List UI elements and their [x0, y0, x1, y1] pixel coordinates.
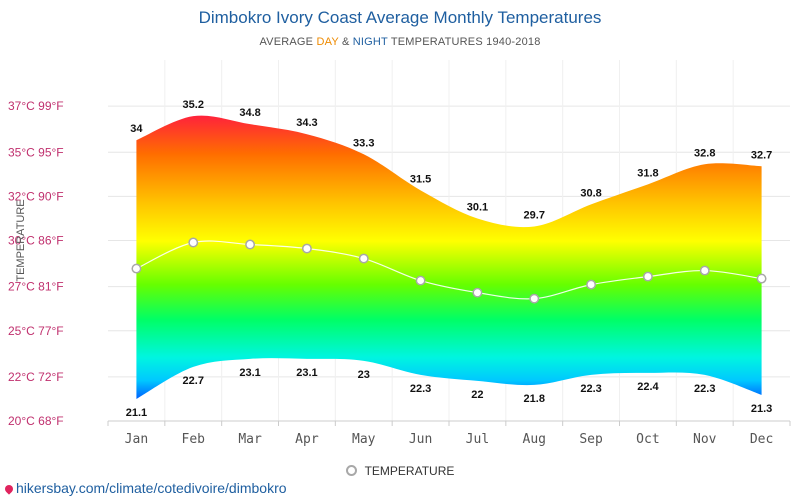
x-tick-label: Jul [466, 432, 489, 447]
average-point[interactable] [472, 287, 483, 298]
y-tick-label: 22°C 72°F [8, 370, 64, 384]
average-point[interactable] [529, 293, 540, 304]
night-value-label: 21.3 [751, 403, 772, 415]
y-tick-label: 32°C 90°F [8, 189, 64, 203]
day-value-label: 32.7 [751, 149, 772, 161]
chart-title: Dimbokro Ivory Coast Average Monthly Tem… [198, 8, 602, 27]
average-point[interactable] [188, 237, 199, 248]
night-value-label: 21.1 [126, 407, 147, 419]
average-point[interactable] [245, 239, 256, 250]
y-tick-label: 37°C 99°F [8, 99, 64, 113]
y-tick-label: 27°C 81°F [8, 280, 64, 294]
night-value-label: 22.3 [694, 383, 715, 395]
x-tick-label: Nov [693, 432, 717, 447]
night-value-label: 23.1 [296, 367, 317, 379]
average-point[interactable] [415, 275, 426, 286]
day-value-label: 34 [130, 123, 143, 135]
location-pin-icon [3, 483, 15, 495]
day-value-label: 34.3 [296, 117, 317, 129]
day-value-label: 34.8 [239, 107, 260, 119]
average-point[interactable] [756, 273, 767, 284]
day-value-label: 29.7 [524, 209, 545, 221]
source-link[interactable]: hikersbay.com/climate/cotedivoire/dimbok… [3, 480, 287, 496]
x-tick-label: Apr [295, 432, 319, 447]
x-tick-label: Jan [125, 432, 148, 447]
chart-legend[interactable]: TEMPERATURE [0, 464, 800, 478]
y-tick-label: 30°C 86°F [8, 234, 64, 248]
day-value-label: 32.8 [694, 147, 715, 159]
average-point[interactable] [301, 243, 312, 254]
average-point[interactable] [358, 253, 369, 264]
legend-label: TEMPERATURE [364, 464, 455, 478]
legend-marker-icon [345, 465, 357, 476]
average-point[interactable] [131, 263, 142, 274]
subtitle-night: NIGHT [352, 36, 388, 48]
night-value-label: 21.8 [524, 393, 545, 405]
night-value-label: 23 [358, 369, 370, 381]
subtitle-amp: & [338, 36, 353, 48]
x-tick-label: Mar [238, 432, 262, 447]
source-text: hikersbay.com/climate/cotedivoire/dimbok… [16, 480, 287, 496]
x-tick-label: Aug [523, 432, 546, 447]
subtitle-suffix: TEMPERATURES 1940-2018 [387, 36, 541, 48]
x-tick-label: Oct [636, 432, 659, 447]
day-value-label: 30.8 [580, 187, 601, 199]
x-tick-label: Feb [182, 432, 206, 447]
x-tick-label: Dec [750, 432, 773, 447]
night-value-label: 23.1 [239, 367, 260, 379]
average-point[interactable] [642, 271, 653, 282]
night-value-label: 22.3 [410, 383, 431, 395]
y-tick-label: 25°C 77°F [8, 324, 64, 338]
day-value-label: 30.1 [467, 201, 488, 213]
day-value-label: 33.3 [353, 137, 374, 149]
temperature-range-area [136, 115, 762, 399]
average-point[interactable] [699, 265, 710, 276]
night-value-label: 22 [471, 389, 483, 401]
x-tick-label: Jun [409, 432, 432, 447]
y-axis-label: TEMPERATURE [15, 199, 27, 281]
night-value-label: 22.7 [183, 375, 204, 387]
day-value-label: 31.5 [410, 173, 431, 185]
x-tick-label: May [352, 432, 376, 447]
x-tick-label: Sep [579, 432, 603, 447]
day-value-label: 35.2 [183, 99, 204, 111]
day-value-label: 31.8 [637, 167, 658, 179]
y-tick-label: 20°C 68°F [8, 414, 64, 428]
y-tick-label: 35°C 95°F [8, 145, 64, 159]
average-point[interactable] [586, 279, 597, 290]
night-value-label: 22.3 [580, 383, 601, 395]
chart-subtitle: AVERAGE DAY & NIGHT TEMPERATURES 1940-20… [0, 36, 800, 48]
subtitle-day: DAY [316, 36, 339, 48]
night-value-label: 22.4 [637, 381, 659, 393]
subtitle-prefix: AVERAGE [259, 36, 317, 48]
